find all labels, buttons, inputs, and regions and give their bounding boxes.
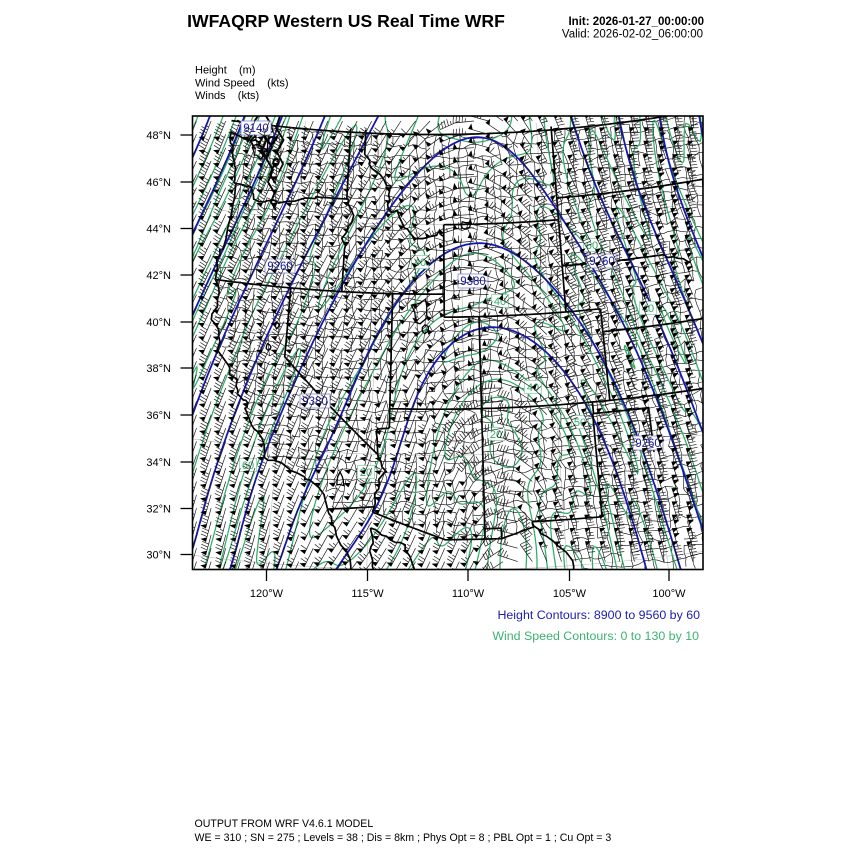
svg-text:Valid: 2026-02-02_06:00:00: Valid: 2026-02-02_06:00:00 [562, 29, 703, 41]
svg-text:Init: 2026-01-27_00:00:00: Init: 2026-01-27_00:00:00 [568, 16, 704, 28]
svg-text:IWFAQRP Western US Real Time W: IWFAQRP Western US Real Time WRF [187, 11, 505, 31]
svg-text:40°N: 40°N [146, 317, 171, 329]
svg-text:Wind Speed Contours: 0 to 130: Wind Speed Contours: 0 to 130 by 10 [492, 629, 699, 643]
svg-text:60: 60 [242, 460, 254, 472]
svg-text:42°N: 42°N [146, 270, 171, 282]
svg-text:60: 60 [586, 240, 598, 252]
svg-text:115°W: 115°W [351, 588, 384, 600]
svg-text:44°N: 44°N [146, 224, 171, 236]
svg-text:Height Contours: 8900 to 9560: Height Contours: 8900 to 9560 by 60 [497, 608, 700, 622]
svg-text:40: 40 [494, 296, 506, 308]
svg-text:OUTPUT FROM WRF V4.6.1 MODEL: OUTPUT FROM WRF V4.6.1 MODEL [195, 818, 374, 830]
svg-text:30°N: 30°N [146, 550, 171, 562]
svg-text:105°W: 105°W [553, 588, 587, 600]
svg-text:Winds (kts): Winds (kts) [195, 90, 259, 102]
svg-text:110°W: 110°W [452, 588, 485, 600]
svg-text:34°N: 34°N [146, 457, 171, 469]
svg-text:9380: 9380 [460, 276, 486, 288]
svg-text:100°W: 100°W [652, 588, 686, 600]
svg-text:46°N: 46°N [146, 177, 171, 189]
svg-text:36°N: 36°N [146, 410, 171, 422]
svg-text:Height (m): Height (m) [195, 65, 256, 77]
svg-text:38°N: 38°N [146, 363, 171, 375]
svg-text:32°N: 32°N [146, 504, 171, 516]
svg-text:20: 20 [490, 429, 502, 441]
svg-text:120°W: 120°W [250, 588, 284, 600]
svg-text:WE = 310 ; SN = 275 ; Levels =: WE = 310 ; SN = 275 ; Levels = 38 ; Dis … [195, 832, 612, 844]
svg-text:Wind Speed (kts): Wind Speed (kts) [195, 77, 289, 89]
svg-text:20: 20 [360, 467, 372, 479]
svg-text:48°N: 48°N [146, 130, 171, 142]
svg-text:9260: 9260 [635, 438, 661, 450]
